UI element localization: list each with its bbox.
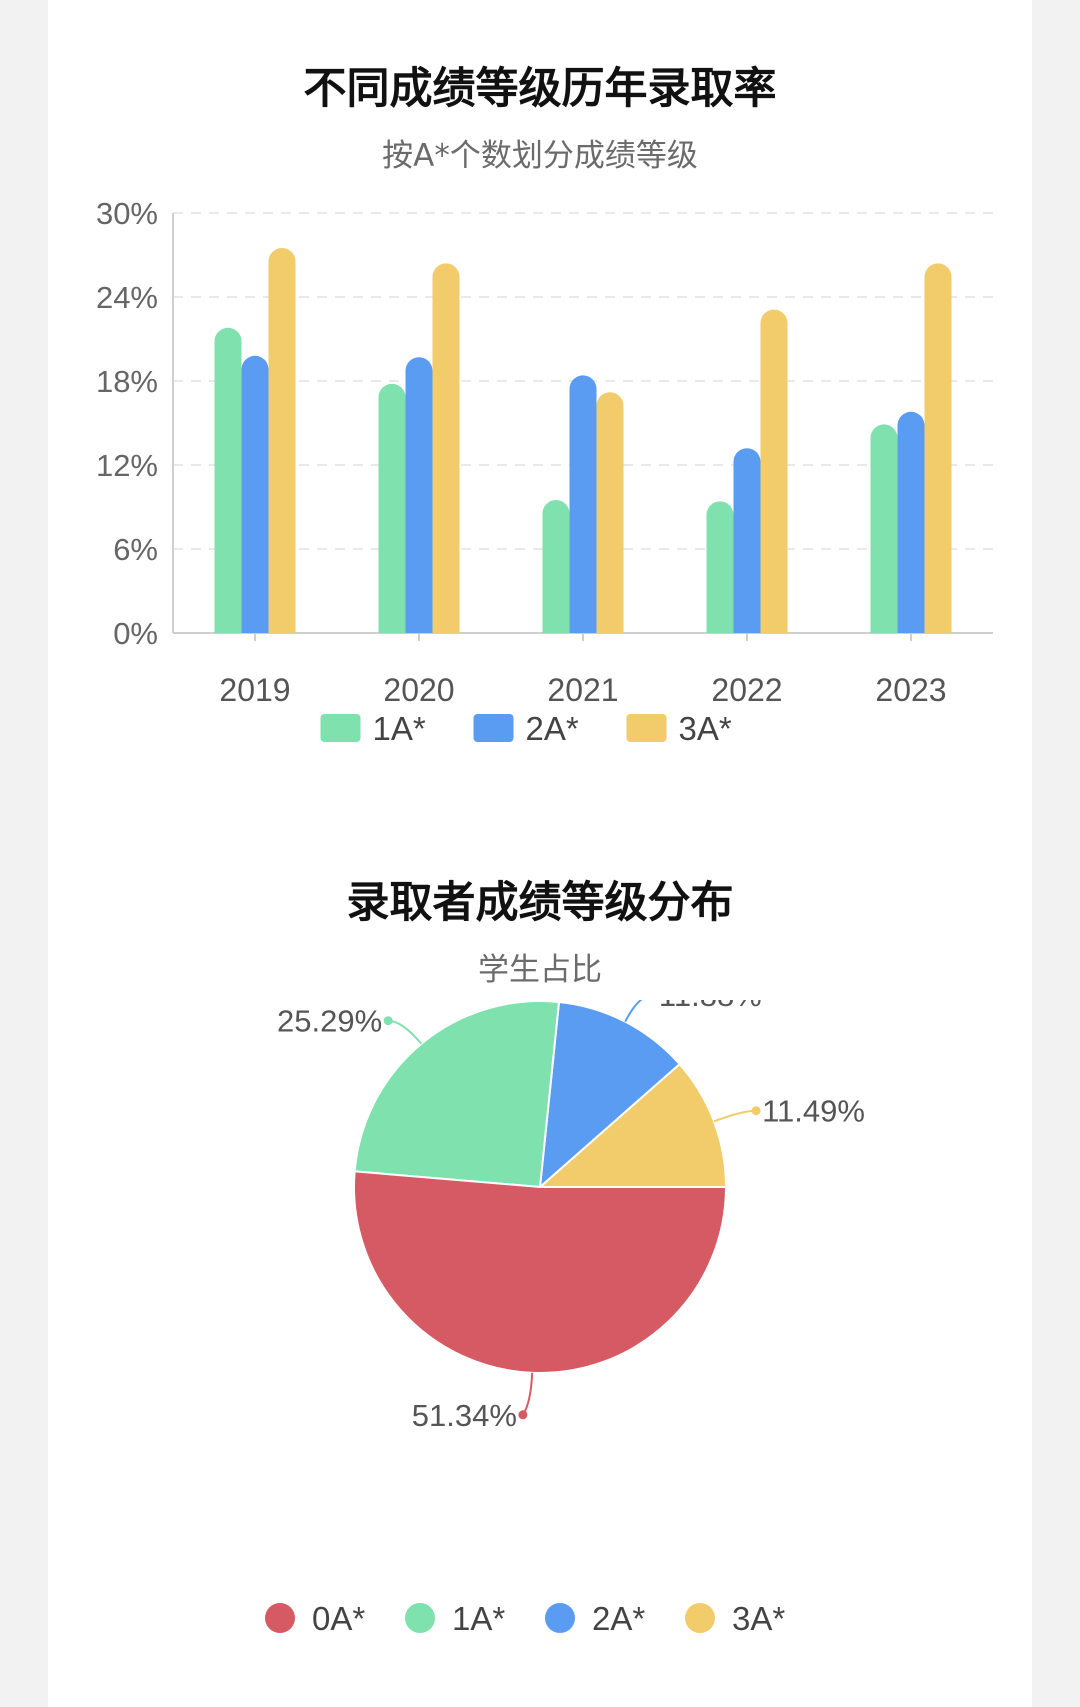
slice-label-2A*: 11.88% [659,1000,762,1013]
slice-label-0A*: 51.34% [412,1398,517,1433]
bar-2A*-2023 [897,411,925,633]
legend-label-3A*: 3A* [679,710,732,747]
legend-label-1A*: 1A* [373,710,426,747]
legend-label-2A*: 2A* [592,1600,645,1637]
slice-label-3A*: 11.49% [762,1094,865,1129]
y-tick-label: 24% [96,280,158,315]
y-tick-label: 18% [96,364,158,399]
pie-slice-3A* [537,1062,728,1188]
bar-chart-subtitle: 按A*个数划分成绩等级 [382,138,698,174]
bar-1A*-2020 [378,383,406,633]
pie-slice-2A* [538,1000,682,1190]
pie-slice-1A* [353,1000,561,1189]
bar-chart: 0% 6% 12% 18% 24% 30% 2019 2020 2021 2022 2023 1A* 2… [96,196,993,747]
y-tick-label: 12% [96,448,158,483]
pie-chart-title: 录取者成绩等级分布 [346,878,734,928]
legend-swatch-3A* [626,714,667,742]
legend-dot-1A* [405,1603,435,1633]
legend-dot-0A* [265,1603,295,1633]
bar-3A*-2022 [760,309,788,633]
leader-dot-0A* [518,1410,528,1420]
bar-2A*-2019 [241,355,269,633]
leader-dot-3A* [751,1106,761,1116]
legend-dot-2A* [545,1603,575,1633]
bar-2A*-2022 [733,448,761,633]
bar-3A*-2020 [432,263,460,633]
y-tick-label: 30% [96,196,158,231]
bar-1A*-2022 [706,501,734,633]
bar-chart-title: 不同成绩等级历年录取率 [303,64,777,114]
x-tick-label: 2019 [219,672,290,708]
x-tick-label: 2023 [875,672,946,708]
leader-line-1A* [388,1019,423,1045]
bar-1A*-2023 [870,424,898,633]
leader-line-3A* [713,1109,757,1123]
x-tick-label: 2020 [383,672,454,708]
legend-dot-3A* [685,1603,715,1633]
chart-card: 不同成绩等级历年录取率 按A*个数划分成绩等级 0% 6% 12% 18% 24% 30%… [48,0,1032,1707]
bar-3A*-2023 [924,263,952,633]
bar-3A*-2021 [596,392,624,633]
legend-label-2A*: 2A* [526,710,579,747]
bar-3A*-2019 [268,248,296,633]
legend-label-1A*: 1A* [452,1600,505,1637]
bar-2A*-2020 [405,357,433,633]
y-tick-label: 6% [113,532,158,567]
legend-label-0A*: 0A* [312,1600,365,1637]
leader-line-2A* [624,1000,643,1023]
bar-1A*-2021 [542,500,570,633]
pie-chart: 11.49% 11.88% 25.29% 51.34% 0A* 1A* 2A* 3A* [265,1000,865,1637]
x-tick-label: 2022 [711,672,782,708]
leader-line-0A* [522,1372,534,1416]
legend-swatch-1A* [320,714,361,742]
legend-label-3A*: 3A* [732,1600,785,1637]
pie-slice-0A* [353,1170,728,1374]
pie-chart-subtitle: 学生占比 [478,952,602,988]
slice-label-1A*: 25.29% [277,1004,382,1039]
x-tick-label: 2021 [547,672,618,708]
y-tick-label: 0% [113,616,158,651]
legend-swatch-2A* [473,714,514,742]
bar-1A*-2019 [214,327,242,633]
leader-dot-1A* [383,1016,393,1026]
bar-2A*-2021 [569,375,597,633]
